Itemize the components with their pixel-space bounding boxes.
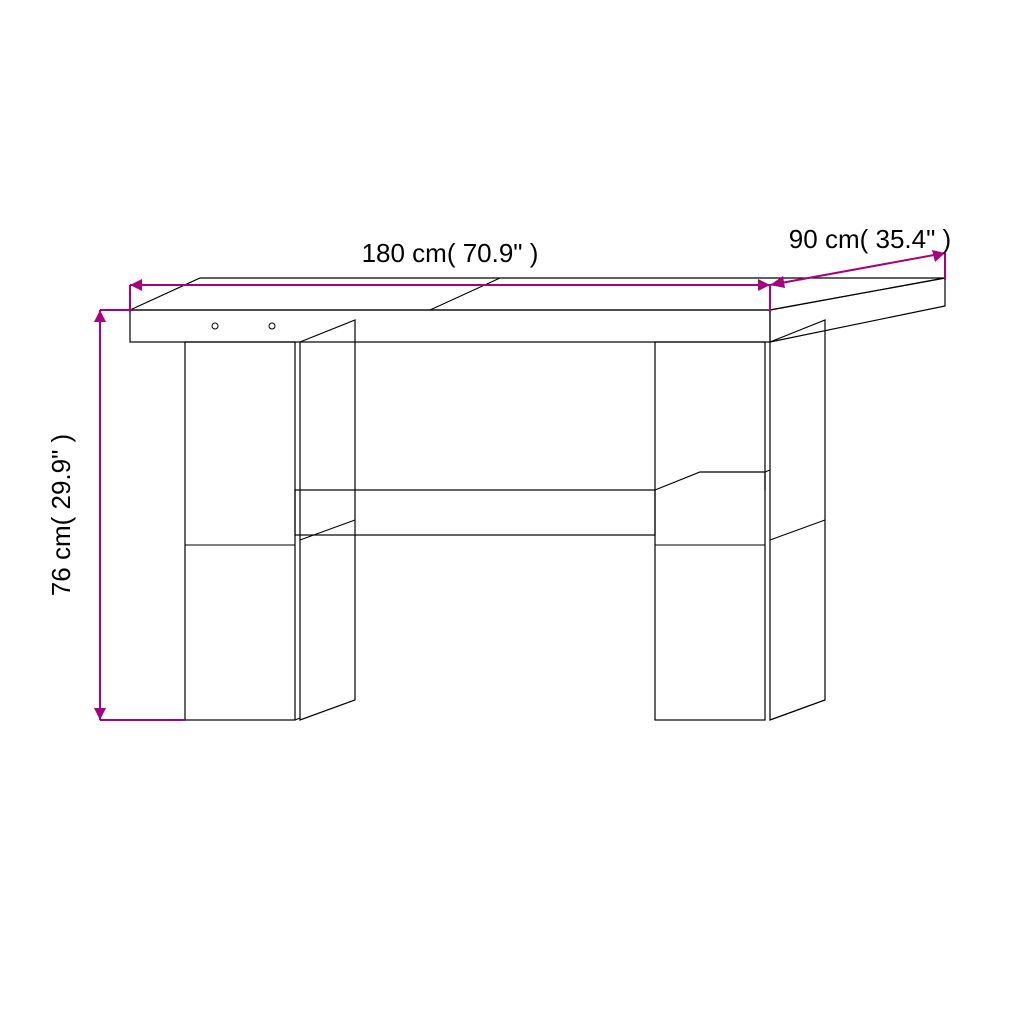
fastener-dot xyxy=(269,323,275,329)
dim-width xyxy=(130,279,770,312)
dim-height-label: 76 cm( 29.9" ) xyxy=(46,434,76,596)
right-leg-base-edge xyxy=(770,700,825,720)
right-leg-back xyxy=(770,320,825,720)
apron-edge xyxy=(765,470,770,472)
left-leg-base-edge xyxy=(295,718,300,720)
apron-top-right xyxy=(655,472,765,490)
tabletop-front xyxy=(130,310,770,342)
tabletop-right-side xyxy=(770,278,945,342)
left-leg-front xyxy=(185,342,295,720)
left-leg-back-seam xyxy=(300,520,355,540)
dimension-lines xyxy=(94,250,945,720)
dim-width-label: 180 cm( 70.9" ) xyxy=(362,238,539,268)
tabletop-seam xyxy=(430,278,500,310)
dimension-diagram: 180 cm( 70.9" ) 90 cm( 35.4" ) 76 cm( 29… xyxy=(0,0,1024,1024)
fastener-dot xyxy=(212,323,218,329)
right-leg-back-seam xyxy=(770,520,825,540)
apron-front xyxy=(295,490,655,535)
tabletop-top-surface xyxy=(130,278,945,310)
right-leg-front xyxy=(655,342,765,720)
dim-depth-label: 90 cm( 35.4" ) xyxy=(789,224,951,254)
table-outline xyxy=(130,278,945,720)
dim-height xyxy=(94,310,185,720)
left-leg-back xyxy=(300,320,355,720)
